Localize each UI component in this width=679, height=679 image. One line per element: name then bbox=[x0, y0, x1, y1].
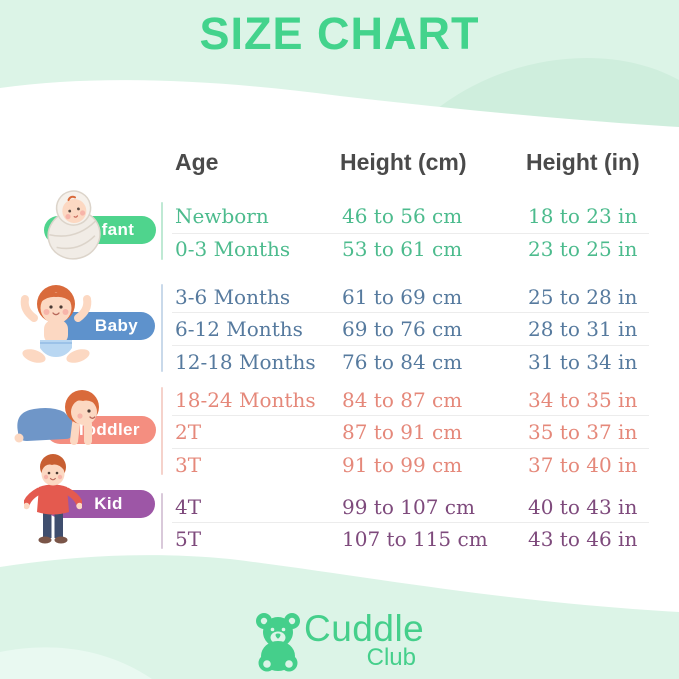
height-cm-cell: 69 to 76 cm bbox=[342, 317, 463, 341]
column-header-age: Age bbox=[175, 149, 219, 175]
age-cell: 12-18 Months bbox=[175, 350, 316, 374]
group-divider-baby bbox=[161, 284, 163, 372]
age-cell: 2T bbox=[175, 420, 202, 444]
height-in-cell: 23 to 25 in bbox=[528, 237, 638, 261]
group-label-kid: Kid bbox=[94, 494, 123, 513]
age-cell: 0-3 Months bbox=[175, 237, 291, 261]
table-row: 6-12 Months 69 to 76 cm 28 to 31 in bbox=[0, 317, 679, 343]
height-cm-cell: 84 to 87 cm bbox=[342, 388, 463, 412]
row-separator bbox=[172, 522, 649, 523]
height-in-cell: 28 to 31 in bbox=[528, 317, 638, 341]
table-row: 5T 107 to 115 cm 43 to 46 in bbox=[0, 527, 679, 553]
height-in-cell: 37 to 40 in bbox=[528, 453, 638, 477]
group-divider-infant bbox=[161, 202, 163, 260]
table-row: 4T 99 to 107 cm 40 to 43 in bbox=[0, 495, 679, 521]
table-row: 3-6 Months 61 to 69 cm 25 to 28 in bbox=[0, 285, 679, 311]
toddler-illustration bbox=[14, 390, 99, 445]
brand-name: Cuddle bbox=[304, 608, 425, 649]
table-row: 18-24 Months 84 to 87 cm 34 to 35 in bbox=[0, 388, 679, 414]
brand-sub-name: Club bbox=[366, 644, 416, 671]
height-cm-cell: 91 to 99 cm bbox=[342, 453, 463, 477]
column-header-height-cm: Height (cm) bbox=[340, 149, 467, 175]
row-separator bbox=[172, 233, 649, 234]
group-divider-kid bbox=[161, 493, 163, 549]
page-title: SIZE CHART bbox=[199, 8, 480, 59]
age-cell: 6-12 Months bbox=[175, 317, 303, 341]
table-row: 2T 87 to 91 cm 35 to 37 in bbox=[0, 420, 679, 446]
height-cm-cell: 107 to 115 cm bbox=[342, 527, 488, 551]
table-row: 12-18 Months 76 to 84 cm 31 to 34 in bbox=[0, 350, 679, 376]
age-cell: 4T bbox=[175, 495, 202, 519]
height-cm-cell: 46 to 56 cm bbox=[342, 204, 463, 228]
baby-illustration bbox=[20, 285, 92, 363]
height-cm-cell: 76 to 84 cm bbox=[342, 350, 463, 374]
height-in-cell: 34 to 35 in bbox=[528, 388, 638, 412]
height-cm-cell: 87 to 91 cm bbox=[342, 420, 463, 444]
height-in-cell: 43 to 46 in bbox=[528, 527, 638, 551]
table-row: Newborn 46 to 56 cm 18 to 23 in bbox=[0, 204, 679, 230]
height-in-cell: 31 to 34 in bbox=[528, 350, 638, 374]
table-row: 0-3 Months 53 to 61 cm 23 to 25 in bbox=[0, 237, 679, 263]
column-header-height-in: Height (in) bbox=[526, 149, 640, 175]
height-in-cell: 40 to 43 in bbox=[528, 495, 638, 519]
table-row: 3T 91 to 99 cm 37 to 40 in bbox=[0, 453, 679, 479]
teddy-bear-icon bbox=[256, 613, 300, 672]
infant-illustration bbox=[47, 190, 101, 260]
height-cm-cell: 61 to 69 cm bbox=[342, 285, 463, 309]
age-cell: 3T bbox=[175, 453, 202, 477]
row-separator bbox=[172, 312, 649, 313]
height-in-cell: 25 to 28 in bbox=[528, 285, 638, 309]
row-separator bbox=[172, 345, 649, 346]
age-cell: 18-24 Months bbox=[175, 388, 316, 412]
age-cell: 3-6 Months bbox=[175, 285, 291, 309]
kid-illustration bbox=[24, 454, 82, 544]
row-separator bbox=[172, 448, 649, 449]
height-in-cell: 18 to 23 in bbox=[528, 204, 638, 228]
age-cell: Newborn bbox=[175, 204, 269, 228]
group-label-baby: Baby bbox=[94, 316, 139, 335]
group-divider-toddler bbox=[161, 387, 163, 475]
height-cm-cell: 99 to 107 cm bbox=[342, 495, 475, 519]
age-cell: 5T bbox=[175, 527, 202, 551]
height-cm-cell: 53 to 61 cm bbox=[342, 237, 463, 261]
height-in-cell: 35 to 37 in bbox=[528, 420, 638, 444]
row-separator bbox=[172, 415, 649, 416]
